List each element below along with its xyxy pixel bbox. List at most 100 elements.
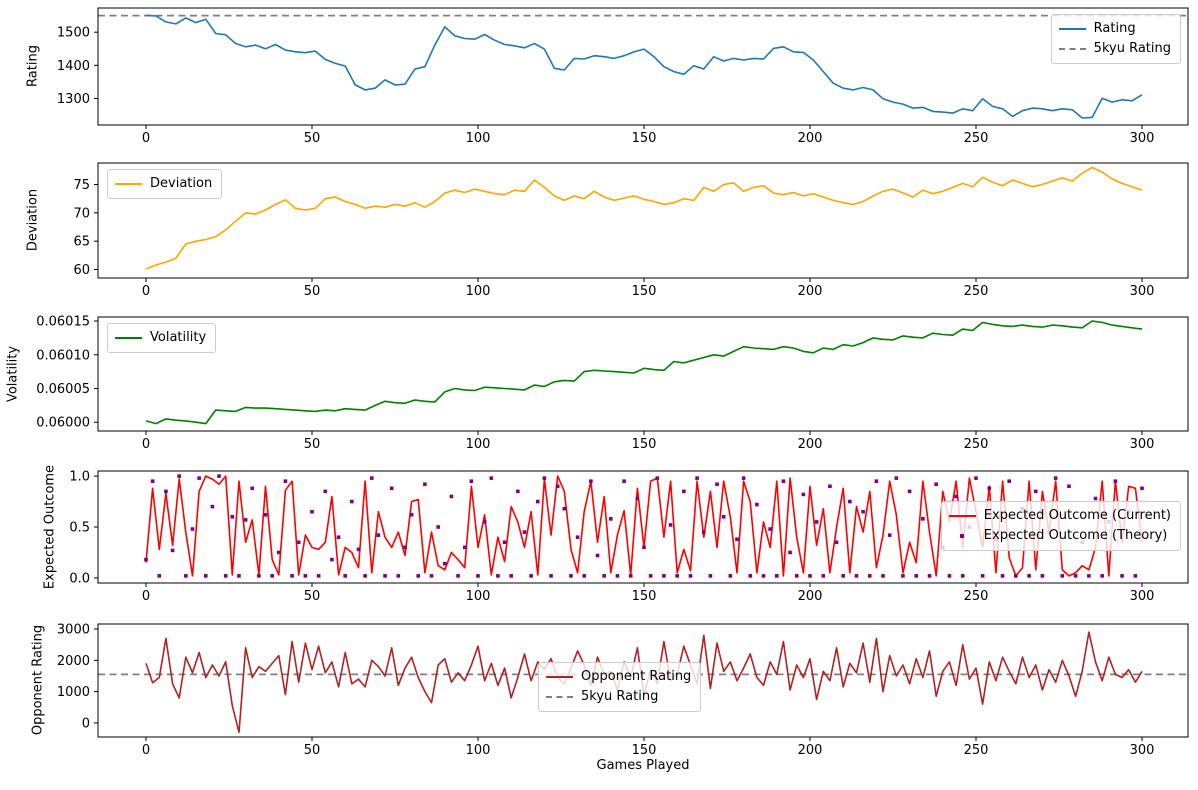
x-tick-label: 100 [466, 743, 491, 758]
legend-item-expected-outcome-current: Expected Outcome (Current) [948, 506, 1171, 526]
legend-item-volatility: Volatility [115, 328, 206, 348]
x-tick-label: 0 [142, 743, 150, 758]
y-tick-label: 3000 [57, 623, 90, 638]
legend-item-opponent-rating: Opponent Rating [546, 667, 691, 687]
y-tick-label: 0.06000 [36, 416, 90, 431]
y-tick-label: 0.0 [69, 571, 90, 586]
y-tick-label: 75 [73, 178, 90, 193]
x-tick-label: 50 [304, 743, 321, 758]
subplot-opponent-rating: 0 50 100 150 200 250 300 0 1000 2000 3000 Opponent … [0, 623, 1198, 767]
legend-item-deviation: Deviation [115, 174, 212, 194]
legend-line-icon [546, 672, 573, 682]
subplot-deviation: 0 50 100 150 200 250 300 60 65 70 75 Deviation [0, 162, 1198, 308]
y-tick-label: 1300 [57, 92, 90, 107]
y-tick-label: 2000 [57, 654, 90, 669]
x-tick-label: 250 [964, 131, 989, 146]
subplot-volatility: 0 50 100 150 200 250 300 0.06000 0.06005 0.06010 0… [0, 315, 1198, 461]
legend-marker-icon [949, 531, 976, 541]
x-tick-label: 50 [304, 437, 321, 452]
x-tick-label: 300 [1130, 284, 1155, 299]
legend-item-5kyu-rating: 5kyu Rating [546, 687, 691, 707]
x-tick-label: 200 [798, 284, 823, 299]
legend-line-icon [948, 511, 976, 521]
legend-line-icon [115, 333, 142, 343]
x-tick-label: 200 [798, 131, 823, 146]
x-tick-label: 300 [1130, 743, 1155, 758]
x-tick-label: 150 [632, 131, 657, 146]
x-tick-label: 200 [798, 743, 823, 758]
rating-line [145, 14, 1143, 119]
legend-label: Deviation [150, 176, 213, 191]
plot-border [97, 162, 1189, 279]
legend-item-5kyu-rating: 5kyu Rating [1058, 39, 1171, 59]
x-tick-label: 100 [466, 589, 491, 604]
plot-border [97, 7, 1189, 126]
subplot-canvas-volatility: 0 50 100 150 200 250 300 0.06000 0.06005 0.06010 0… [36, 315, 1189, 452]
y-tick-label: 1000 [57, 685, 90, 700]
y-tick-label: 1400 [57, 59, 90, 74]
x-tick-label: 0 [142, 589, 150, 604]
x-tick-label: 250 [964, 284, 989, 299]
y-tick-label: 0.06015 [36, 315, 90, 330]
legend-line-icon [1058, 24, 1086, 34]
legend-label: 5kyu Rating [1093, 41, 1171, 57]
plot-border [97, 316, 1189, 432]
x-tick-label: 0 [142, 284, 150, 299]
xlabel-games-played: Games Played [596, 758, 690, 773]
x-tick-label: 50 [304, 589, 321, 604]
y-tick-label: 0.06005 [36, 382, 90, 397]
x-tick-label: 0 [142, 437, 150, 452]
legend-label: Volatility [150, 330, 207, 345]
y-tick-label: 70 [73, 206, 90, 221]
x-tick-label: 250 [964, 437, 989, 452]
deviation-line [145, 166, 1143, 270]
x-tick-label: 300 [1130, 437, 1155, 452]
x-tick-label: 50 [304, 131, 321, 146]
x-tick-label: 100 [466, 131, 491, 146]
subplot-rating: 0 50 100 150 200 250 300 1300 1400 1500 Rating 5kyu… [0, 7, 1198, 155]
legend-label: Opponent Rating [581, 669, 692, 684]
legend-line-icon [1058, 44, 1086, 54]
legend-line-icon [546, 692, 573, 702]
y-tick-label: 1.0 [69, 470, 90, 485]
x-tick-label: 150 [632, 589, 657, 604]
legend-volatility: Volatility [107, 323, 217, 354]
legend-expected-outcome: Expected Outcome (Current) Expected Outco… [940, 501, 1181, 552]
y-tick-label: 60 [73, 263, 90, 278]
x-tick-label: 200 [798, 589, 823, 604]
legend-item-rating: Rating [1058, 19, 1171, 39]
x-tick-label: 0 [142, 131, 150, 146]
legend-rating: Rating 5kyu Rating [1050, 14, 1181, 65]
x-tick-label: 50 [304, 284, 321, 299]
x-tick-label: 150 [632, 743, 657, 758]
x-tick-label: 100 [466, 284, 491, 299]
legend-line-icon [115, 179, 142, 189]
legend-item-expected-outcome-theory: Expected Outcome (Theory) [949, 526, 1171, 546]
expected-outcome-theory-points [144, 474, 1144, 578]
x-tick-label: 150 [632, 284, 657, 299]
subplot-canvas-deviation: 0 50 100 150 200 250 300 60 65 70 75 [73, 162, 1189, 299]
y-tick-label: 1500 [57, 26, 90, 41]
x-tick-label: 300 [1130, 589, 1155, 604]
volatility-line [145, 320, 1143, 425]
legend-label: Expected Outcome (Current) [983, 508, 1171, 523]
plot-border [97, 623, 1189, 738]
legend-label: Expected Outcome (Theory) [983, 528, 1168, 544]
y-tick-label: 0.06010 [36, 348, 90, 363]
x-tick-label: 300 [1130, 131, 1155, 146]
legend-label: 5kyu Rating [581, 689, 659, 705]
x-tick-label: 250 [964, 589, 989, 604]
legend-opponent-rating: Opponent Rating 5kyu Rating [538, 662, 702, 713]
x-tick-label: 200 [798, 437, 823, 452]
subplot-canvas-rating: 0 50 100 150 200 250 300 1300 1400 1500 [57, 7, 1189, 146]
y-tick-label: 65 [73, 235, 90, 250]
legend-deviation: Deviation [107, 169, 223, 200]
y-tick-label: 0.5 [69, 521, 90, 536]
x-tick-label: 150 [632, 437, 657, 452]
legend-label: Rating [1093, 21, 1136, 36]
x-tick-label: 100 [466, 437, 491, 452]
x-tick-label: 250 [964, 743, 989, 758]
y-tick-label: 0 [82, 716, 90, 731]
subplot-expected-outcome: 0 50 100 150 200 250 300 0.0 0.5 1.0 Expected Outc… [0, 470, 1198, 613]
